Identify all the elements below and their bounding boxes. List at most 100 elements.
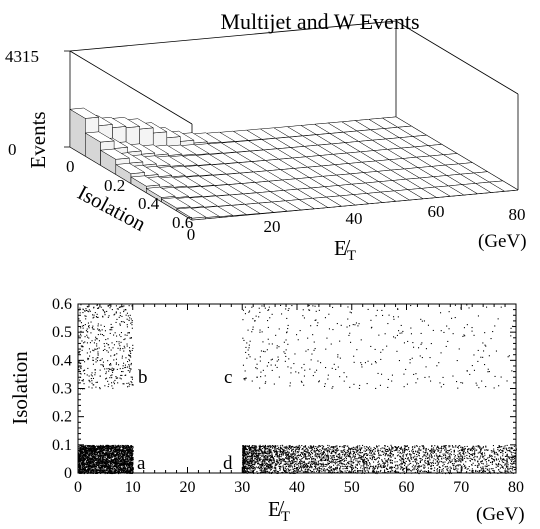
point-a xyxy=(96,457,98,459)
point-d xyxy=(339,457,341,459)
point-b xyxy=(130,356,132,358)
point-d xyxy=(325,455,327,457)
point-a xyxy=(97,445,99,447)
point-a xyxy=(114,454,116,456)
point-d xyxy=(387,454,389,456)
point-a xyxy=(88,453,90,455)
point-d xyxy=(270,461,272,463)
point-a xyxy=(104,459,106,461)
point-b xyxy=(85,318,87,320)
point-a xyxy=(114,444,116,446)
point-d xyxy=(270,451,272,453)
point-c xyxy=(287,328,289,330)
point-d xyxy=(457,446,459,448)
point-d xyxy=(263,449,265,451)
point-c xyxy=(252,326,254,328)
point-c xyxy=(475,382,477,384)
point-d xyxy=(376,472,378,474)
point-c xyxy=(291,305,293,307)
point-a xyxy=(106,462,108,464)
point-d xyxy=(339,460,341,462)
point-a xyxy=(82,461,84,463)
point-a xyxy=(125,460,127,462)
point-a xyxy=(80,448,82,450)
point-c xyxy=(303,363,305,365)
point-a xyxy=(113,455,115,457)
point-b xyxy=(121,357,123,359)
point-a xyxy=(80,459,82,461)
point-d xyxy=(391,461,393,463)
point-c xyxy=(353,355,355,357)
point-d xyxy=(354,466,356,468)
point-a xyxy=(84,468,86,470)
point-b xyxy=(130,381,132,383)
point-a xyxy=(122,454,124,456)
point-a xyxy=(79,452,81,454)
point-a xyxy=(96,472,98,474)
point-c xyxy=(289,385,291,387)
point-a xyxy=(104,456,106,458)
point-d xyxy=(277,455,279,457)
point-b xyxy=(130,352,132,354)
point-a xyxy=(115,449,117,451)
point-d xyxy=(455,446,457,448)
point-c xyxy=(268,306,270,308)
point-b xyxy=(113,334,115,336)
point-a xyxy=(130,449,132,451)
point-a xyxy=(85,450,87,452)
bar-top xyxy=(176,207,207,219)
point-d xyxy=(303,450,305,452)
point-d xyxy=(415,451,417,453)
point-b xyxy=(83,325,85,327)
point-d xyxy=(326,450,328,452)
point-b xyxy=(88,327,90,329)
point-a xyxy=(82,463,84,465)
point-b xyxy=(123,309,125,311)
point-b xyxy=(124,367,126,369)
point-a xyxy=(125,462,127,464)
point-a xyxy=(91,461,93,463)
point-a xyxy=(105,460,107,462)
point-c xyxy=(254,320,256,322)
point-c xyxy=(331,367,333,369)
point-c xyxy=(315,310,317,312)
point-a xyxy=(80,456,82,458)
point-b xyxy=(107,344,109,346)
point-c xyxy=(370,345,372,347)
point-a xyxy=(101,449,103,451)
point-d xyxy=(346,454,348,456)
point-d xyxy=(293,472,295,474)
point-c xyxy=(297,339,299,341)
point-c xyxy=(347,306,349,308)
point-a xyxy=(125,469,127,471)
point-b xyxy=(98,347,100,349)
point-a xyxy=(118,472,120,474)
point-c xyxy=(356,349,358,351)
point-a xyxy=(83,461,85,463)
bar-top xyxy=(130,175,161,187)
point-a xyxy=(82,455,84,457)
point-b xyxy=(114,313,116,315)
point-b xyxy=(78,366,80,368)
point-a xyxy=(103,452,105,454)
point-b xyxy=(80,335,82,337)
point-a xyxy=(118,448,120,450)
point-d xyxy=(449,449,451,451)
point-d xyxy=(326,454,328,456)
point-a xyxy=(102,459,104,461)
point-a xyxy=(100,459,102,461)
point-a xyxy=(121,450,123,452)
point-a xyxy=(131,454,133,456)
point-c xyxy=(264,351,266,353)
point-d xyxy=(259,458,261,460)
point-d xyxy=(313,449,315,451)
point-a xyxy=(83,470,85,472)
point-d xyxy=(474,450,476,452)
point-c xyxy=(260,371,262,373)
point-a xyxy=(107,453,109,455)
point-b xyxy=(93,328,95,330)
point-b xyxy=(86,334,88,336)
point-a xyxy=(127,468,129,470)
point-b xyxy=(109,304,111,306)
point-d xyxy=(329,448,331,450)
